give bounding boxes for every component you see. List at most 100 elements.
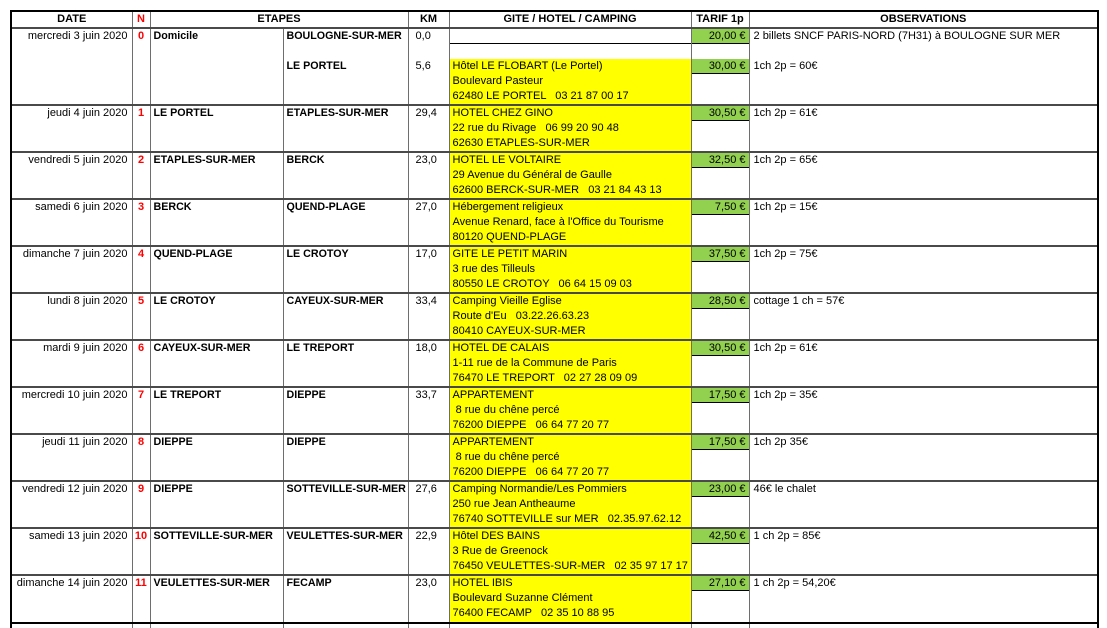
etape-to-cell[interactable]: LE TREPORT <box>282 339 409 387</box>
km-cell[interactable] <box>407 433 450 481</box>
etape-to-cell[interactable]: ETAPLES-SUR-MER <box>282 104 409 152</box>
date-cell[interactable]: jeudi 4 juin 2020 <box>10 104 132 152</box>
etape-to-cell[interactable]: BOULOGNE-SUR-MER LE PORTEL <box>282 27 409 105</box>
etape-from-cell[interactable]: QUEND-PLAGE <box>149 245 283 293</box>
header-tarif[interactable]: TARIF 1p <box>690 10 750 29</box>
hotel-cell[interactable]: Hébergement religieux Avenue Renard, face… <box>448 198 692 246</box>
tarif-cell[interactable]: 30,50 € <box>690 339 750 387</box>
etape-from-cell[interactable]: DIEPPE <box>149 480 283 528</box>
observation-cell[interactable]: 1ch 2p = 61€ <box>748 104 1100 152</box>
header-date[interactable]: DATE <box>10 10 132 29</box>
hotel-cell[interactable]: APPARTEMENT 8 rue du chêne percé 76200 DI… <box>448 433 692 481</box>
header-observations[interactable]: OBSERVATIONS <box>748 10 1100 29</box>
etape-to-cell[interactable]: DIEPPE <box>282 433 409 481</box>
hotel-cell[interactable]: HOTEL IBIS Boulevard Suzanne Clément 76400… <box>448 574 692 624</box>
date-cell[interactable]: dimanche 7 juin 2020 <box>10 245 132 293</box>
date-cell[interactable]: jeudi 11 juin 2020 <box>10 433 132 481</box>
date-cell[interactable]: dimanche 14 juin 2020 <box>10 574 132 624</box>
km-cell[interactable]: 22,9 <box>407 527 450 575</box>
etape-from-cell[interactable]: VEULETTES-SUR-MER <box>149 574 283 624</box>
etape-to-cell[interactable]: VEULETTES-SUR-MER <box>282 527 409 575</box>
tarif-cell[interactable]: 17,50 € <box>690 386 750 434</box>
etape-to-cell[interactable]: SOTTEVILLE-SUR-MER <box>282 480 409 528</box>
km-cell[interactable]: 0,0 5,6 <box>407 27 450 105</box>
etape-to-cell[interactable]: BERCK <box>282 151 409 199</box>
stage-number-cell[interactable]: 3 <box>131 198 150 246</box>
observation-cell[interactable]: 1ch 2p = 35€ <box>748 386 1100 434</box>
tarif-cell[interactable]: 32,50 € <box>690 151 750 199</box>
stage-number-cell[interactable]: 5 <box>131 292 150 340</box>
tarif-cell[interactable]: 27,10 € <box>690 574 750 624</box>
tarif-cell[interactable]: 23,00 € <box>690 480 750 528</box>
tarif-cell[interactable]: 37,50 € <box>690 245 750 293</box>
etape-from-cell[interactable]: LE TREPORT <box>149 386 283 434</box>
tarif-cell[interactable]: 20,00 € 30,00 € <box>690 27 750 105</box>
etape-from-cell[interactable]: LE CROTOY <box>149 292 283 340</box>
observation-cell[interactable]: 1ch 2p 35€ <box>748 433 1100 481</box>
hotel-cell[interactable]: HOTEL LE VOLTAIRE 29 Avenue du Général de… <box>448 151 692 199</box>
etape-from-cell[interactable]: Domicile <box>149 27 283 105</box>
header-stage-number[interactable]: N <box>131 10 150 29</box>
km-cell[interactable]: 33,4 <box>407 292 450 340</box>
km-cell[interactable]: 23,0 <box>407 151 450 199</box>
observation-cell[interactable]: 1ch 2p = 65€ <box>748 151 1100 199</box>
observation-cell[interactable]: 1ch 2p = 61€ <box>748 339 1100 387</box>
stage-number-cell[interactable]: 4 <box>131 245 150 293</box>
km-cell[interactable]: 17,0 <box>407 245 450 293</box>
km-cell[interactable]: 27,6 <box>407 480 450 528</box>
km-cell[interactable]: 27,0 <box>407 198 450 246</box>
stage-number-cell[interactable]: 10 <box>131 527 150 575</box>
etape-from-cell[interactable]: CAYEUX-SUR-MER <box>149 339 283 387</box>
stage-number-cell[interactable]: 1 <box>131 104 150 152</box>
tarif-cell[interactable]: 28,50 € <box>690 292 750 340</box>
date-cell[interactable]: vendredi 12 juin 2020 <box>10 480 132 528</box>
header-etapes[interactable]: ETAPES <box>149 10 409 29</box>
stage-number-cell[interactable]: 0 <box>131 27 150 105</box>
observation-cell[interactable]: 2 billets SNCF PARIS-NORD (7H31) à BOULO… <box>748 27 1100 105</box>
hotel-cell[interactable]: APPARTEMENT 8 rue du chêne percé 76200 DI… <box>448 386 692 434</box>
etape-to-cell[interactable]: DIEPPE <box>282 386 409 434</box>
etape-to-cell[interactable]: FECAMP <box>282 574 409 624</box>
date-cell[interactable]: samedi 6 juin 2020 <box>10 198 132 246</box>
km-cell[interactable]: 18,0 <box>407 339 450 387</box>
hotel-cell[interactable]: Hôtel LE FLOBART (Le Portel) Boulevard Pa… <box>448 27 692 105</box>
observation-cell[interactable]: 1 ch 2p = 85€ <box>748 527 1100 575</box>
date-cell[interactable]: samedi 13 juin 2020 <box>10 527 132 575</box>
etape-from-cell[interactable]: LE PORTEL <box>149 104 283 152</box>
hotel-cell[interactable]: Hôtel DES BAINS 3 Rue de Greenock 76450 VE… <box>448 527 692 575</box>
tarif-cell[interactable]: 7,50 € <box>690 198 750 246</box>
date-cell[interactable]: lundi 8 juin 2020 <box>10 292 132 340</box>
etape-to-cell[interactable]: LE CROTOY <box>282 245 409 293</box>
hotel-cell[interactable]: Camping Normandie/Les Pommiers 250 rue Je… <box>448 480 692 528</box>
stage-number-cell[interactable]: 2 <box>131 151 150 199</box>
tarif-cell[interactable]: 30,50 € <box>690 104 750 152</box>
tarif-cell[interactable]: 17,50 € <box>690 433 750 481</box>
etape-to-cell[interactable]: CAYEUX-SUR-MER <box>282 292 409 340</box>
km-cell[interactable]: 23,0 <box>407 574 450 624</box>
etape-from-cell[interactable]: ETAPLES-SUR-MER <box>149 151 283 199</box>
stage-number-cell[interactable]: 6 <box>131 339 150 387</box>
stage-number-cell[interactable]: 8 <box>131 433 150 481</box>
header-gite[interactable]: GITE / HOTEL / CAMPING <box>448 10 692 29</box>
observation-cell[interactable]: 1 ch 2p = 54,20€ <box>748 574 1100 624</box>
date-cell[interactable]: mardi 9 juin 2020 <box>10 339 132 387</box>
date-cell[interactable]: vendredi 5 juin 2020 <box>10 151 132 199</box>
etape-from-cell[interactable]: BERCK <box>149 198 283 246</box>
km-cell[interactable]: 33,7 <box>407 386 450 434</box>
tarif-cell[interactable]: 42,50 € <box>690 527 750 575</box>
header-km[interactable]: KM <box>407 10 450 29</box>
stage-number-cell[interactable]: 9 <box>131 480 150 528</box>
observation-cell[interactable]: 1ch 2p = 15€ <box>748 198 1100 246</box>
observation-cell[interactable]: 1ch 2p = 75€ <box>748 245 1100 293</box>
hotel-cell[interactable]: GITE LE PETIT MARIN 3 rue des Tilleuls 805… <box>448 245 692 293</box>
km-cell[interactable]: 29,4 <box>407 104 450 152</box>
observation-cell[interactable]: 46€ le chalet <box>748 480 1100 528</box>
hotel-cell[interactable]: HOTEL DE CALAIS 1-11 rue de la Commune de… <box>448 339 692 387</box>
observation-cell[interactable]: cottage 1 ch = 57€ <box>748 292 1100 340</box>
stage-number-cell[interactable]: 11 <box>131 574 150 624</box>
etape-to-cell[interactable]: QUEND-PLAGE <box>282 198 409 246</box>
date-cell[interactable]: mercredi 10 juin 2020 <box>10 386 132 434</box>
etape-from-cell[interactable]: SOTTEVILLE-SUR-MER <box>149 527 283 575</box>
hotel-cell[interactable]: HOTEL CHEZ GINO 22 rue du Rivage 06 99 20… <box>448 104 692 152</box>
hotel-cell[interactable]: Camping Vieille Eglise Route d'Eu 03.22.2… <box>448 292 692 340</box>
